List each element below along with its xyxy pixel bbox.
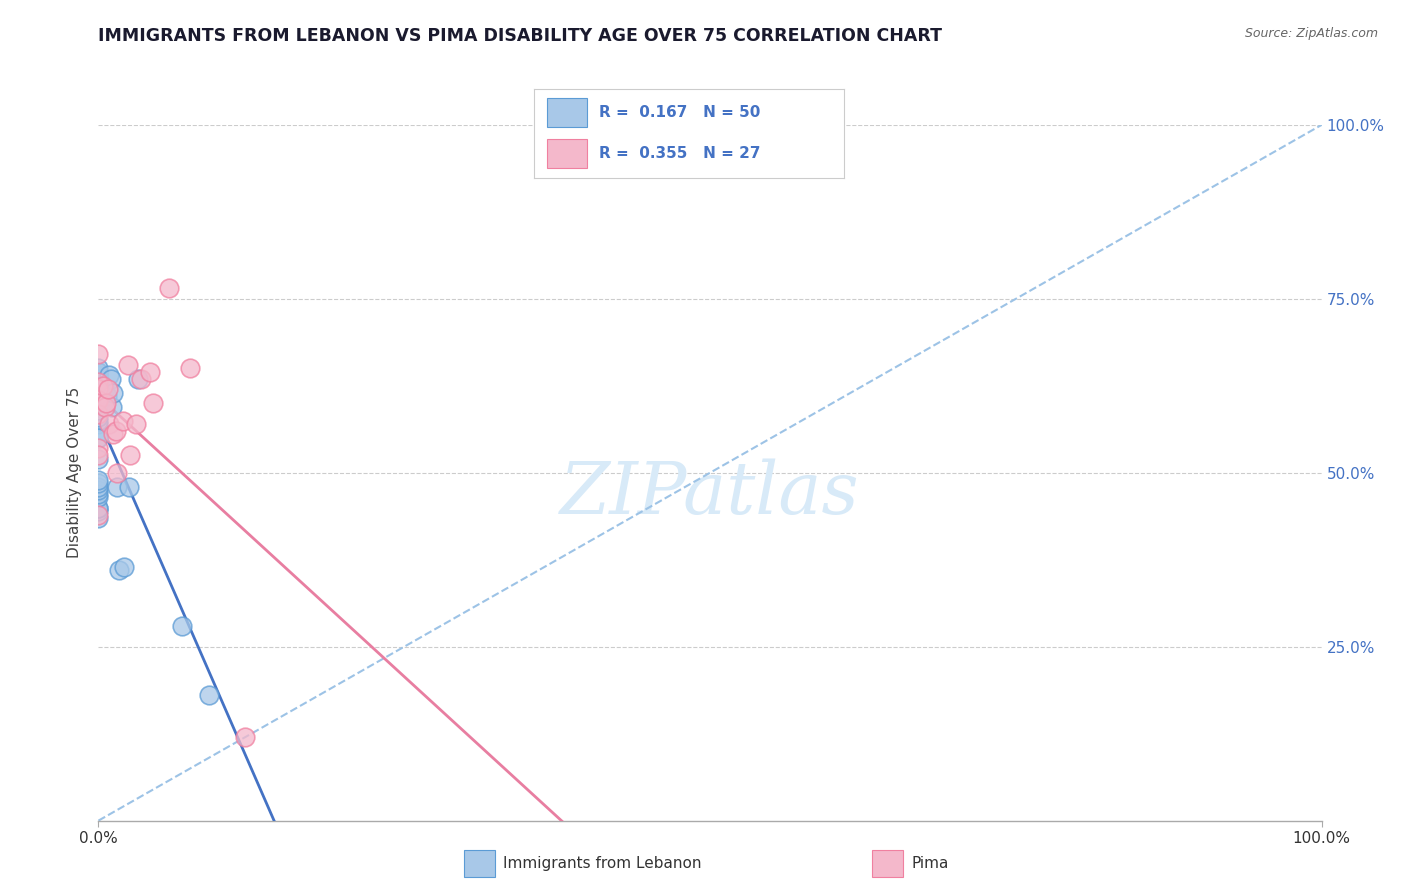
Point bbox=[87, 476, 110, 491]
Point bbox=[87, 403, 110, 417]
Point bbox=[87, 448, 110, 462]
Point bbox=[87, 417, 110, 431]
Point bbox=[87, 368, 110, 383]
Point bbox=[100, 372, 122, 386]
Point bbox=[87, 500, 110, 515]
Text: R =  0.167   N = 50: R = 0.167 N = 50 bbox=[599, 105, 761, 120]
Point bbox=[87, 431, 110, 445]
Point bbox=[108, 563, 131, 577]
Point bbox=[87, 372, 110, 386]
Point bbox=[87, 361, 110, 376]
Point bbox=[87, 490, 110, 504]
Point bbox=[112, 559, 135, 574]
Point bbox=[118, 480, 141, 494]
Point bbox=[93, 382, 115, 396]
Y-axis label: Disability Age Over 75: Disability Age Over 75 bbox=[67, 387, 83, 558]
Point bbox=[101, 400, 124, 414]
Point bbox=[87, 473, 110, 487]
Point bbox=[87, 451, 110, 466]
Point bbox=[87, 396, 110, 410]
Text: Pima: Pima bbox=[911, 856, 949, 871]
Point bbox=[97, 382, 120, 396]
Point bbox=[87, 431, 110, 445]
Point bbox=[101, 427, 124, 442]
Point bbox=[93, 400, 115, 414]
Point bbox=[87, 347, 110, 361]
Point bbox=[87, 376, 110, 390]
Point bbox=[91, 378, 114, 392]
Point bbox=[105, 466, 128, 480]
Point bbox=[98, 368, 121, 383]
FancyBboxPatch shape bbox=[547, 98, 586, 127]
Point bbox=[87, 372, 110, 386]
Point bbox=[139, 365, 162, 379]
Point bbox=[87, 376, 110, 390]
Point bbox=[87, 365, 110, 379]
Point bbox=[87, 511, 110, 525]
Point bbox=[117, 358, 139, 372]
Point bbox=[87, 382, 110, 396]
Point bbox=[87, 385, 110, 400]
Text: Immigrants from Lebanon: Immigrants from Lebanon bbox=[503, 856, 702, 871]
Point bbox=[87, 500, 110, 515]
Point bbox=[87, 480, 110, 494]
Point bbox=[87, 508, 110, 522]
Point bbox=[87, 378, 110, 392]
Point bbox=[142, 396, 165, 410]
Point bbox=[87, 504, 110, 518]
Point bbox=[87, 389, 110, 403]
Point bbox=[87, 407, 110, 421]
FancyBboxPatch shape bbox=[547, 139, 586, 168]
Point bbox=[101, 385, 124, 400]
Text: ZIPatlas: ZIPatlas bbox=[560, 458, 860, 529]
Point bbox=[125, 417, 148, 431]
Point bbox=[87, 376, 110, 390]
Point bbox=[129, 372, 152, 386]
Point bbox=[91, 385, 114, 400]
Point bbox=[233, 730, 256, 744]
Point bbox=[98, 417, 121, 431]
Point bbox=[179, 361, 201, 376]
Point bbox=[87, 410, 110, 425]
Point bbox=[111, 414, 134, 428]
Point bbox=[157, 281, 180, 295]
Point bbox=[87, 392, 110, 407]
Text: IMMIGRANTS FROM LEBANON VS PIMA DISABILITY AGE OVER 75 CORRELATION CHART: IMMIGRANTS FROM LEBANON VS PIMA DISABILI… bbox=[98, 27, 942, 45]
Point bbox=[91, 396, 114, 410]
Point bbox=[127, 372, 149, 386]
Point bbox=[87, 392, 110, 407]
Point bbox=[197, 689, 219, 703]
Point bbox=[87, 378, 110, 392]
Text: Source: ZipAtlas.com: Source: ZipAtlas.com bbox=[1244, 27, 1378, 40]
Point bbox=[96, 389, 118, 403]
Point bbox=[87, 368, 110, 383]
Point bbox=[87, 414, 110, 428]
Point bbox=[87, 382, 110, 396]
Point bbox=[87, 392, 110, 407]
Point bbox=[87, 486, 110, 500]
Point bbox=[87, 442, 110, 456]
Point bbox=[104, 424, 127, 438]
Point bbox=[94, 396, 117, 410]
Point bbox=[87, 389, 110, 403]
Point bbox=[105, 480, 128, 494]
Point bbox=[87, 365, 110, 379]
Point bbox=[170, 619, 193, 633]
Text: R =  0.355   N = 27: R = 0.355 N = 27 bbox=[599, 146, 761, 161]
Point bbox=[87, 382, 110, 396]
Point bbox=[87, 483, 110, 498]
Point bbox=[120, 448, 142, 462]
